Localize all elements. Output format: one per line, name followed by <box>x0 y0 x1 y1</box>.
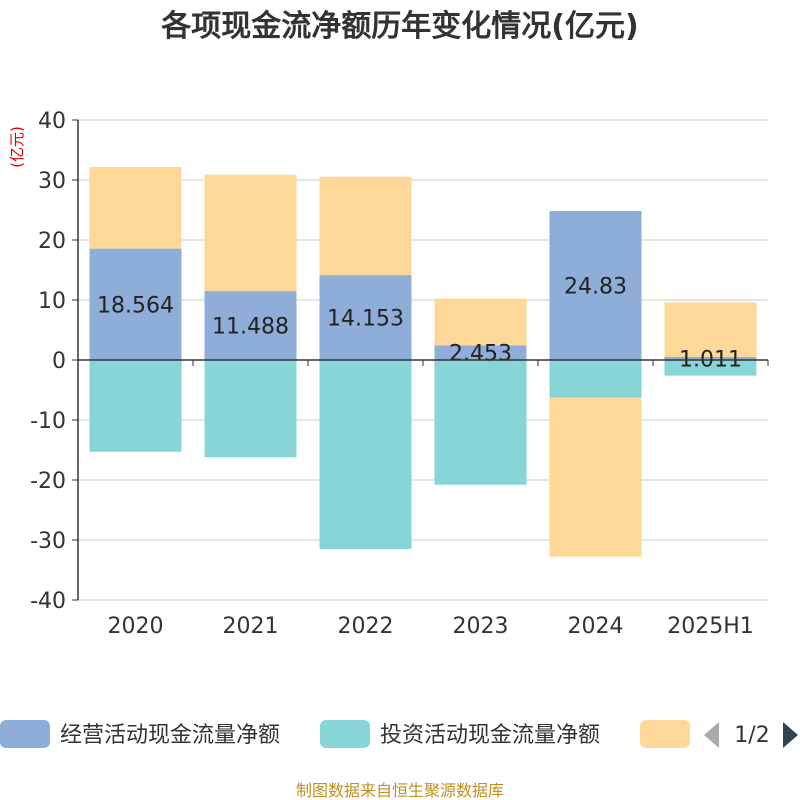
y-tick-label: 40 <box>38 109 66 134</box>
y-tick-label: 0 <box>52 349 66 374</box>
data-label-2020: 18.564 <box>97 293 174 318</box>
bar-investing-2023[interactable] <box>434 360 527 485</box>
bar-financing-2024[interactable] <box>549 397 642 557</box>
legend-label: 经营活动现金流量净额 <box>60 723 280 748</box>
legend-item-operating[interactable]: 经营活动现金流量净额 <box>0 720 280 748</box>
bar-investing-2025H1[interactable] <box>664 360 757 376</box>
y-tick-label: -30 <box>30 529 66 554</box>
axes: 40 30 20 10 0 -10 -20 -30 -40 2020 2021 2022 2023 202… <box>30 109 769 639</box>
data-label-2023: 2.453 <box>449 342 512 367</box>
x-tick-label: 2025H1 <box>667 614 754 639</box>
bar-investing-2024[interactable] <box>549 360 642 398</box>
y-tick-label: 30 <box>38 169 66 194</box>
chart-title: 各项现金流净额历年变化情况(亿元) <box>160 9 638 44</box>
legend-swatch <box>0 720 50 748</box>
y-tick-label: 20 <box>38 229 66 254</box>
legend-pager: 1/2 <box>704 722 798 748</box>
legend-swatch <box>320 720 370 748</box>
y-tick-label: 10 <box>38 289 66 314</box>
bar-financing-2021[interactable] <box>204 174 297 292</box>
bar-operating-2022[interactable] <box>319 275 412 360</box>
bar-operating-2023[interactable] <box>434 345 527 360</box>
bar-financing-2020[interactable] <box>89 167 182 249</box>
bar-financing-2023[interactable] <box>434 298 527 346</box>
bar-operating-2024[interactable] <box>549 211 642 360</box>
x-tick-label: 2021 <box>223 614 279 639</box>
y-tick-label: -20 <box>30 469 66 494</box>
bar-financing-2025H1[interactable] <box>664 302 757 357</box>
bars <box>89 167 757 557</box>
y-tick-label: -40 <box>30 589 66 614</box>
x-tick-label: 2020 <box>108 614 164 639</box>
bar-operating-2025H1[interactable] <box>664 357 757 360</box>
legend-label: 投资活动现金流量净额 <box>380 723 600 748</box>
x-tick-label: 2023 <box>453 614 509 639</box>
bar-investing-2020[interactable] <box>89 360 182 452</box>
x-tick-label: 2024 <box>568 614 624 639</box>
data-label-2022: 14.153 <box>327 307 404 332</box>
data-label-2024: 24.83 <box>564 275 627 300</box>
legend-item-investing[interactable]: 投资活动现金流量净额 <box>320 720 600 748</box>
pager-prev-arrow-icon[interactable] <box>704 722 719 748</box>
bar-operating-2020[interactable] <box>89 248 182 360</box>
legend: 经营活动现金流量净额 投资活动现金流量净额 <box>0 720 690 748</box>
legend-swatch <box>640 720 690 748</box>
source-note: 制图数据来自恒生聚源数据库 <box>296 781 504 800</box>
y-tick-label: -10 <box>30 409 66 434</box>
legend-item-financing[interactable] <box>640 720 690 748</box>
bar-investing-2022[interactable] <box>319 360 412 549</box>
bar-operating-2021[interactable] <box>204 291 297 360</box>
pager-text: 1/2 <box>734 723 769 748</box>
pager-next-arrow-icon[interactable] <box>783 722 798 748</box>
x-tick-label: 2022 <box>338 614 394 639</box>
data-label-2021: 11.488 <box>212 315 289 340</box>
bar-financing-2022[interactable] <box>319 176 412 276</box>
y-axis-unit: (亿元) <box>8 126 26 168</box>
bar-investing-2021[interactable] <box>204 360 297 458</box>
